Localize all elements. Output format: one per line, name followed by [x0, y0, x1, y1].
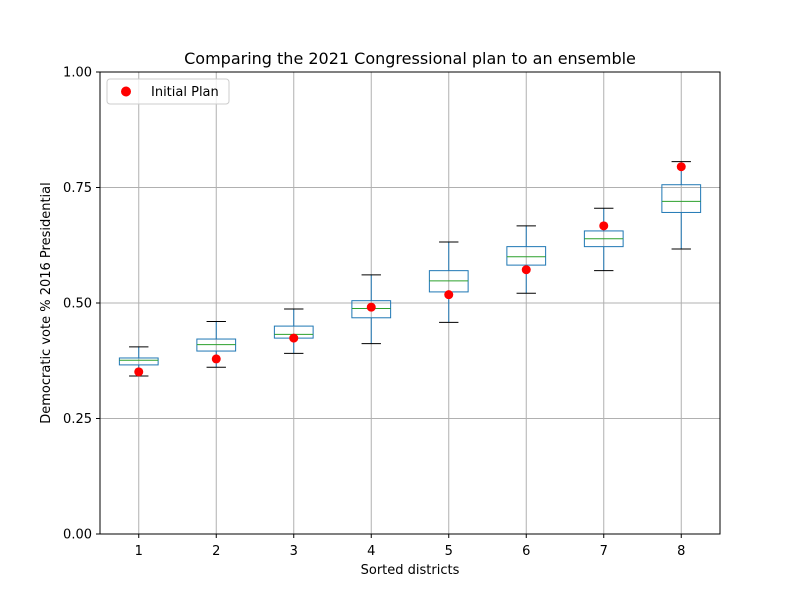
x-tick-label: 1	[135, 544, 143, 559]
y-tick-label: 1.00	[63, 66, 92, 81]
x-tick-label: 8	[677, 544, 685, 559]
grid	[100, 71, 720, 535]
box-plots	[118, 161, 702, 377]
iqr-box	[118, 357, 159, 366]
x-axis-label: Sorted districts	[361, 563, 460, 578]
y-tick-label: 0.50	[63, 297, 92, 312]
legend: Initial Plan	[106, 78, 230, 105]
y-tick-label: 0.25	[63, 412, 92, 427]
box-plot-district-8	[661, 161, 702, 250]
iqr-box	[506, 246, 547, 266]
box-plot-district-6	[506, 225, 547, 294]
initial-plan-point	[599, 221, 609, 231]
x-tick-label: 3	[290, 544, 298, 559]
initial-plan-points	[134, 162, 686, 377]
legend-box	[106, 78, 230, 105]
initial-plan-point	[676, 162, 686, 172]
iqr-box	[351, 300, 392, 319]
y-tick-label: 0.75	[63, 181, 92, 196]
x-tick-label: 4	[367, 544, 375, 559]
y-axis-label: Democratic vote % 2016 Presidential	[39, 182, 54, 423]
legend-label-initial-plan: Initial Plan	[151, 85, 219, 100]
legend-marker-initial-plan	[121, 86, 131, 97]
initial-plan-point	[521, 265, 531, 275]
x-tick-label: 5	[445, 544, 453, 559]
initial-plan-point	[134, 367, 144, 377]
x-tick-label: 2	[212, 544, 220, 559]
initial-plan-point	[444, 290, 454, 300]
axis-ticks: 0.00 0.25 0.50 0.75 1.00 1 2 3 4 5 6 7 8	[63, 66, 685, 560]
chart-title: Comparing the 2021 Congressional plan to…	[184, 49, 636, 68]
iqr-box	[661, 184, 702, 213]
initial-plan-point	[211, 354, 221, 364]
initial-plan-point	[366, 302, 376, 312]
box-plot-district-2	[196, 320, 237, 368]
x-tick-label: 6	[522, 544, 530, 559]
x-tick-label: 7	[600, 544, 608, 559]
initial-plan-point	[289, 333, 299, 343]
y-tick-label: 0.00	[63, 528, 92, 543]
